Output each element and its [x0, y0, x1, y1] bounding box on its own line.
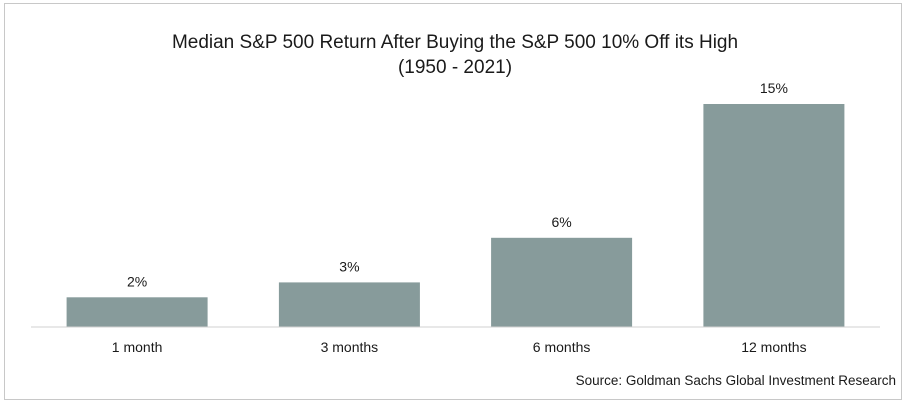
data-label: 2%	[127, 273, 147, 289]
source-note: Source: Goldman Sachs Global Investment …	[576, 373, 896, 388]
data-label: 3%	[339, 258, 359, 274]
bar-6-months	[491, 237, 633, 327]
bar-1-month	[66, 297, 208, 327]
x-tick-label: 3 months	[321, 339, 379, 355]
bar-12-months	[703, 104, 845, 327]
bars-layer: 2% 1 month 3% 3 months 6% 6 months 15% 12 month…	[66, 80, 845, 355]
x-tick-label: 6 months	[533, 339, 591, 355]
chart-title: Median S&P 500 Return After Buying the S…	[172, 32, 738, 53]
data-label: 6%	[551, 214, 571, 230]
data-label: 15%	[760, 80, 788, 96]
chart-subtitle: (1950 - 2021)	[398, 57, 512, 78]
x-tick-label: 1 month	[112, 339, 163, 355]
x-tick-label: 12 months	[741, 339, 806, 355]
bar-3-months	[278, 282, 420, 327]
